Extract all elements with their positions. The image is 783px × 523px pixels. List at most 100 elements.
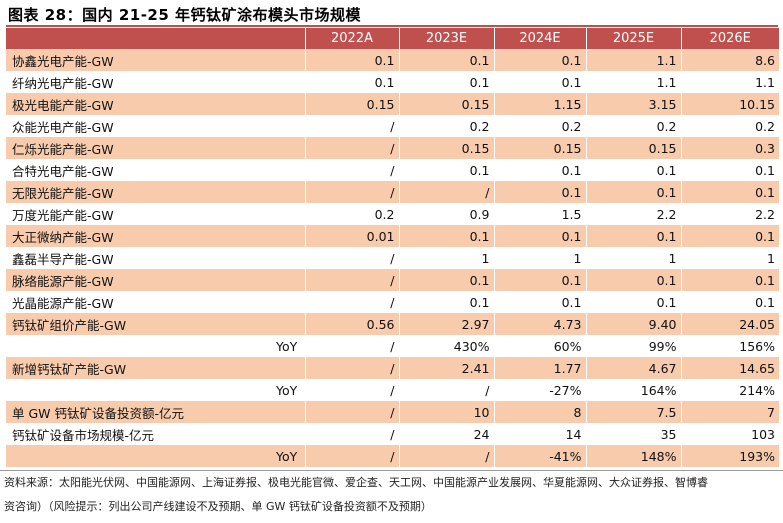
table-cell: 0.1 <box>398 49 494 71</box>
table-cell: 2.97 <box>398 313 494 335</box>
table-cell: / <box>304 291 399 313</box>
table-cell: 0.1 <box>398 291 494 313</box>
table-cell: / <box>304 379 399 401</box>
row-label: YoY <box>6 445 305 467</box>
header-cell-2026e: 2026E <box>680 28 779 49</box>
table-row: 鑫磊半导产能-GW/1 1 1 1 <box>6 247 779 269</box>
table-cell: / <box>304 401 399 423</box>
table-body: 协鑫光电产能-GW 0.1 0.1 0.1 1.1 8.6 纤纳光电产能-GW 0.1 0.1 0… <box>6 49 779 467</box>
table-cell: / <box>398 181 494 203</box>
table-cell: 0.1 <box>398 159 494 181</box>
table-cell: 0.2 <box>304 203 399 225</box>
table-cell: 14.65 <box>680 357 779 379</box>
row-label: 仁烁光能产能-GW <box>6 137 305 159</box>
table-row: YoY / / -41% 148% 193% <box>6 445 779 467</box>
table-cell: 0.15 <box>585 137 681 159</box>
header-cell-label <box>6 28 305 49</box>
title-rule <box>6 25 778 27</box>
table-cell: 35 <box>585 423 681 445</box>
table-cell: 24.05 <box>680 313 779 335</box>
footer: 资料来源：太阳能光伏网、中国能源网、上海证券报、极电光能官微、爱企查、天工网、中… <box>0 470 783 519</box>
table-cell: 10.15 <box>680 93 779 115</box>
table-cell: 103 <box>680 423 779 445</box>
table-cell: 10 <box>398 401 494 423</box>
table-cell: -27% <box>493 379 586 401</box>
table-cell: 7 <box>680 401 779 423</box>
table-cell: 0.1 <box>493 49 586 71</box>
row-label: 众能光电产能-GW <box>6 115 305 137</box>
table-cell: / <box>304 115 399 137</box>
row-label: 合特光电产能-GW <box>6 159 305 181</box>
row-label: YoY <box>6 335 305 357</box>
table-cell: 1.15 <box>493 93 586 115</box>
table-cell: / <box>398 379 494 401</box>
table-row: 新增钙钛矿产能-GW/2.41 1.77 4.67 14.65 <box>6 357 779 379</box>
header-cell-2025e: 2025E <box>585 28 681 49</box>
table-cell: 0.56 <box>304 313 399 335</box>
table-cell: 1.77 <box>493 357 586 379</box>
table-cell: 2.41 <box>398 357 494 379</box>
table-cell: 8.6 <box>680 49 779 71</box>
table-cell: 0.1 <box>585 181 681 203</box>
table-cell: / <box>304 181 399 203</box>
table-cell: 60% <box>493 335 586 357</box>
table-row: 仁烁光能产能-GW/0.15 0.15 0.15 0.3 <box>6 137 779 159</box>
table-cell: 0.1 <box>493 291 586 313</box>
figure-title: 图表 28：国内 21-25 年钙钛矿涂布模头市场规模 <box>8 6 362 24</box>
table-cell: 0.1 <box>398 269 494 291</box>
table-row: 脉络能源产能-GW/0.1 0.1 0.1 0.1 <box>6 269 779 291</box>
row-label: 大正微纳产能-GW <box>6 225 305 247</box>
table-row: 大正微纳产能-GW 0.01 0.1 0.1 0.1 0.1 <box>6 225 779 247</box>
table-row: 众能光电产能-GW/0.2 0.2 0.2 0.2 <box>6 115 779 137</box>
table-cell: 148% <box>585 445 681 467</box>
row-label: 脉络能源产能-GW <box>6 269 305 291</box>
row-label: 单 GW 钙钛矿设备投资额-亿元 <box>6 401 305 423</box>
table-cell: / <box>304 423 399 445</box>
row-label: 钙钛矿设备市场规模-亿元 <box>6 423 305 445</box>
row-label: 无限光能产能-GW <box>6 181 305 203</box>
table-cell: 1 <box>493 247 586 269</box>
table-cell: 0.1 <box>304 71 399 93</box>
table-cell: 164% <box>585 379 681 401</box>
table-cell: 0.1 <box>680 269 779 291</box>
row-label: 新增钙钛矿产能-GW <box>6 357 305 379</box>
table-cell: 4.67 <box>585 357 681 379</box>
table-cell: 0.1 <box>585 269 681 291</box>
table-cell: 3.15 <box>585 93 681 115</box>
table-cell: 0.1 <box>493 71 586 93</box>
table-row: 光晶能源产能-GW/0.1 0.1 0.1 0.1 <box>6 291 779 313</box>
table-cell: 1 <box>398 247 494 269</box>
table-row: 协鑫光电产能-GW 0.1 0.1 0.1 1.1 8.6 <box>6 49 779 71</box>
table-cell: / <box>304 445 399 467</box>
table-cell: / <box>304 335 399 357</box>
table-cell: 0.2 <box>398 115 494 137</box>
table-row: 单 GW 钙钛矿设备投资额-亿元/10 8 7.5 7 <box>6 401 779 423</box>
table-cell: -41% <box>493 445 586 467</box>
table-cell: 0.01 <box>304 225 399 247</box>
table-cell: 1.1 <box>585 71 681 93</box>
table-cell: 24 <box>398 423 494 445</box>
table-cell: 4.73 <box>493 313 586 335</box>
header-cell-2022a: 2022A <box>304 28 399 49</box>
table-row: 无限光能产能-GW //0.1 0.1 0.1 <box>6 181 779 203</box>
table-cell: / <box>304 137 399 159</box>
data-table: 2022A 2023E 2024E 2025E 2026E 协鑫光电产能-GW 0… <box>6 28 779 467</box>
table-cell: 1 <box>680 247 779 269</box>
table-cell: / <box>304 269 399 291</box>
table-cell: 14 <box>493 423 586 445</box>
table-row: 钙钛矿组价产能-GW 0.56 2.97 4.73 9.40 24.05 <box>6 313 779 335</box>
table-row: 合特光电产能-GW/0.1 0.1 0.1 0.1 <box>6 159 779 181</box>
table-cell: 0.1 <box>398 71 494 93</box>
table-cell: 8 <box>493 401 586 423</box>
table-cell: 0.1 <box>585 159 681 181</box>
row-label: 光晶能源产能-GW <box>6 291 305 313</box>
row-label: YoY <box>6 379 305 401</box>
table-cell: 0.1 <box>680 225 779 247</box>
row-label: 纤纳光电产能-GW <box>6 71 305 93</box>
table-cell: 2.2 <box>585 203 681 225</box>
table-cell: 1.1 <box>585 49 681 71</box>
table-cell: / <box>398 445 494 467</box>
table-cell: 0.3 <box>680 137 779 159</box>
table-cell: 0.15 <box>398 93 494 115</box>
table-row: 纤纳光电产能-GW 0.1 0.1 0.1 1.1 1.1 <box>6 71 779 93</box>
